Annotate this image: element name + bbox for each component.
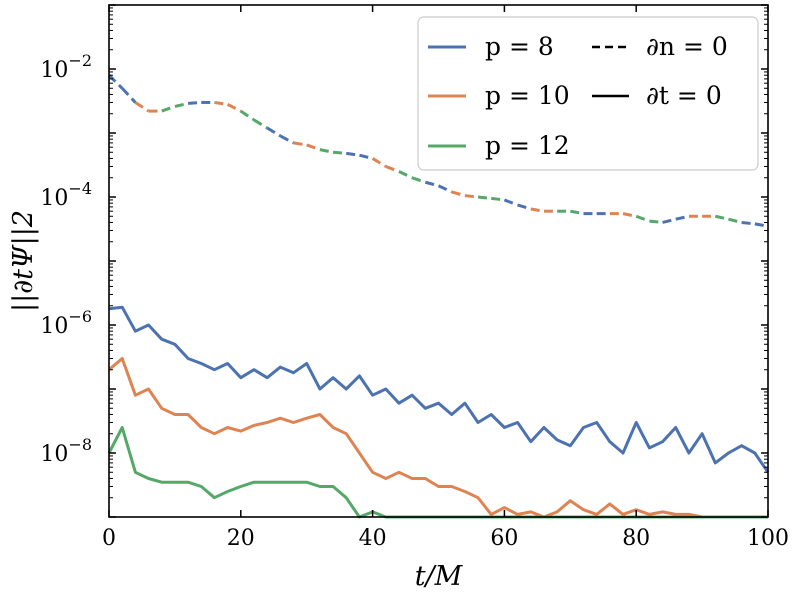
dashed-segment — [635, 214, 650, 223]
dashed-segment — [411, 176, 426, 184]
dashed-segment — [517, 203, 532, 211]
x-tick-label: 100 — [747, 526, 789, 551]
y-tick-label: 10−2 — [40, 51, 92, 83]
dashed-segment — [503, 198, 519, 207]
series-line-2 — [107, 426, 768, 519]
x-tick-label: 20 — [227, 526, 255, 551]
dashed-segment — [385, 165, 400, 173]
series-line-0 — [108, 305, 770, 474]
dashed-segment — [622, 212, 637, 218]
series-line-1 — [108, 357, 768, 519]
dashed-segment — [530, 207, 545, 213]
dashed-segment — [187, 100, 202, 105]
x-tick-label: 60 — [490, 526, 518, 551]
legend-label-p12: p = 12 — [485, 131, 570, 160]
dashed-segment — [464, 194, 479, 199]
dashed-segment — [437, 184, 453, 194]
x-tick-label: 80 — [622, 526, 650, 551]
x-tick-label: 0 — [102, 526, 116, 551]
dashed-segment — [319, 148, 334, 154]
y-tick-exponent: −4 — [68, 179, 92, 198]
dashed-segment — [214, 100, 228, 106]
dashed-segment — [359, 153, 373, 160]
dashed-segment — [239, 109, 255, 122]
legend-label-p10: p = 10 — [485, 81, 570, 110]
dashed-segment — [332, 150, 347, 155]
dashed-segment — [107, 74, 124, 90]
series-dashed — [107, 74, 769, 228]
dashed-segment — [279, 134, 295, 145]
dashed-segment — [266, 126, 282, 138]
dashed-segment — [728, 217, 743, 224]
x-axis-label: t/M — [415, 561, 464, 592]
legend: p = 8 p = 10 p = 12 ∂n = 0 ∂t = 0 — [417, 16, 759, 171]
dashed-segment — [451, 190, 466, 198]
legend-label-dn: ∂n = 0 — [646, 32, 728, 61]
dashed-segment — [570, 209, 584, 216]
dashed-segment — [491, 196, 505, 202]
y-tick-base: 10 — [40, 58, 68, 83]
y-tick-base: 10 — [40, 442, 68, 467]
dashed-segment — [226, 103, 242, 113]
dashed-segment — [306, 143, 321, 152]
dashed-segment — [134, 101, 150, 113]
dashed-segment — [424, 180, 439, 188]
legend-label-dt: ∂t = 0 — [646, 81, 722, 110]
dashed-segment — [754, 222, 769, 228]
dashed-segment — [714, 214, 729, 221]
x-tick-label: 40 — [359, 526, 387, 551]
y-tick-exponent: −6 — [68, 307, 92, 326]
legend-label-p8: p = 8 — [485, 32, 554, 61]
dashed-segment — [346, 151, 360, 157]
dashed-segment — [398, 170, 413, 180]
legend-frame — [417, 16, 759, 171]
dashed-segment — [477, 195, 492, 200]
y-tick-exponent: −2 — [68, 51, 92, 70]
dashed-segment — [371, 157, 387, 168]
dashed-segment — [174, 101, 189, 108]
y-tick-base: 10 — [40, 186, 68, 211]
dashed-segment — [675, 214, 690, 221]
y-tick-label: 10−6 — [40, 307, 92, 339]
y-tick-label: 10−8 — [40, 435, 92, 467]
y-tick-base: 10 — [40, 314, 68, 339]
y-axis-label: ||∂tΨ||2 — [8, 210, 39, 312]
dashed-segment — [161, 105, 176, 113]
dashed-segment — [293, 141, 307, 147]
dashed-segment — [253, 118, 268, 130]
dashed-segment — [741, 220, 755, 226]
dashed-segment — [121, 87, 137, 104]
y-tick-label: 10−4 — [40, 179, 92, 211]
y-tick-exponent: −8 — [68, 435, 92, 454]
dashed-segment — [662, 217, 677, 224]
dashed-segment — [649, 219, 663, 224]
